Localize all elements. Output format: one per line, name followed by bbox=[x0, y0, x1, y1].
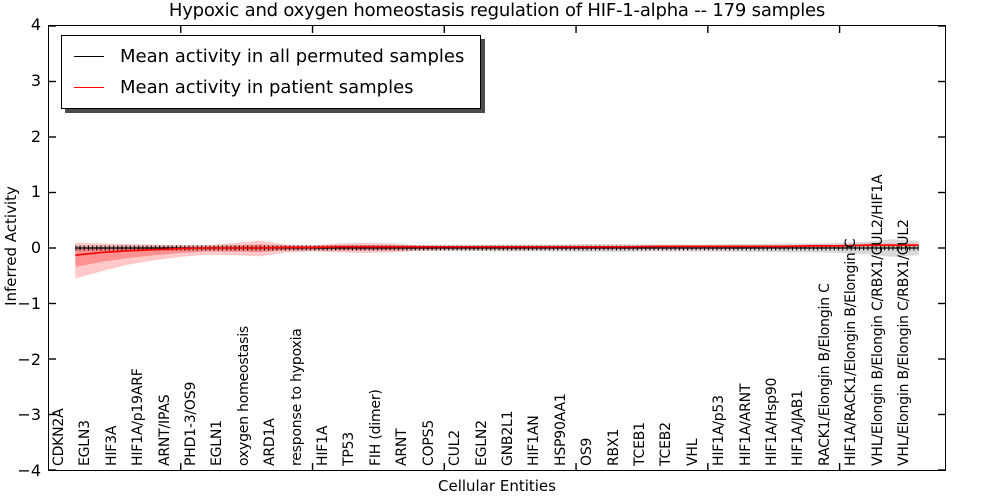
x-category-label: CUL2 bbox=[447, 430, 464, 466]
x-category-label: HIF1A/JAB1 bbox=[790, 390, 807, 466]
patient-range-outer-band bbox=[75, 240, 919, 279]
x-category-label: HIF1A/p53 bbox=[711, 395, 728, 466]
x-category-label: HIF1A/RACK1/Elongin B/Elongin C bbox=[843, 238, 860, 466]
chart-canvas bbox=[49, 26, 945, 470]
x-category-label: ARNT/IPAS bbox=[156, 394, 173, 466]
x-category-label: VHL bbox=[684, 438, 701, 466]
x-category-label: PHD1-3/OS9 bbox=[182, 381, 199, 466]
x-category-label: CDKN2A bbox=[50, 408, 67, 467]
y-tick-label: −3 bbox=[17, 405, 41, 425]
x-category-label: HIF1A/ARNT bbox=[737, 383, 754, 466]
legend: Mean activity in all permuted samples Mea… bbox=[61, 35, 482, 109]
x-category-label: TCEB2 bbox=[658, 422, 675, 466]
x-category-label: EGLN1 bbox=[209, 420, 226, 466]
legend-item-label: Mean activity in patient samples bbox=[120, 77, 414, 98]
y-tick-label: −2 bbox=[17, 349, 41, 369]
legend-item: Mean activity in patient samples bbox=[74, 72, 464, 103]
x-category-label: RACK1/Elongin B/Elongin C bbox=[816, 283, 833, 466]
x-category-label: EGLN3 bbox=[77, 420, 94, 466]
y-tick-label: 3 bbox=[30, 70, 41, 90]
mean-line bbox=[75, 244, 919, 257]
x-axis-label: Cellular Entities bbox=[438, 477, 556, 495]
x-category-label: OS9 bbox=[579, 437, 596, 466]
y-tick-label: 4 bbox=[30, 15, 41, 34]
x-category-label: RBX1 bbox=[605, 428, 622, 466]
plot-area: CDKN2A EGLN3 HIF3A HIF1A/p19ARF ARNT/IPAS PHD… bbox=[48, 25, 946, 471]
x-category-label: HIF3A bbox=[103, 425, 120, 466]
x-category-label: VHL/Elongin B/Elongin C/RBX1/CUL2/HIF1A bbox=[869, 174, 886, 466]
legend-item: Mean activity in all permuted samples bbox=[74, 41, 464, 72]
x-category-label: HSP90AA1 bbox=[552, 393, 569, 466]
legend-line-swatch bbox=[74, 56, 104, 57]
x-category-label: ARD1A bbox=[262, 418, 279, 466]
x-category-label: HIF1A/p19ARF bbox=[130, 368, 147, 466]
x-category-label: HIF1A/Hsp90 bbox=[764, 377, 781, 466]
x-category-label: VHL/Elongin B/Elongin C/RBX1/CUL2 bbox=[896, 219, 913, 466]
x-category-label: TP53 bbox=[341, 431, 358, 466]
legend-line-swatch bbox=[74, 87, 104, 88]
y-tick-label: −1 bbox=[17, 293, 41, 313]
x-category-label: EGLN2 bbox=[473, 420, 490, 466]
x-category-label: ARNT bbox=[394, 428, 411, 466]
y-tick-label: 1 bbox=[30, 182, 41, 202]
x-category-label: FIH (dimer) bbox=[367, 389, 384, 466]
y-tick-label: 2 bbox=[30, 126, 41, 146]
x-category-label: GNB2L1 bbox=[499, 410, 516, 466]
legend-item-label: Mean activity in all permuted samples bbox=[120, 46, 465, 67]
chart-title: Hypoxic and oxygen homeostasis regulatio… bbox=[168, 0, 826, 21]
x-category-label: HIF1AN bbox=[526, 415, 543, 466]
x-category-label: TCEB1 bbox=[631, 422, 648, 466]
x-category-label: response to hypoxia bbox=[288, 328, 305, 466]
x-category-label: oxygen homeostasis bbox=[235, 325, 252, 466]
x-category-label: COPS5 bbox=[420, 419, 437, 466]
y-tick-label: 0 bbox=[30, 238, 41, 257]
y-tick-label: −4 bbox=[17, 461, 41, 480]
x-category-label: HIF1A bbox=[315, 425, 332, 466]
